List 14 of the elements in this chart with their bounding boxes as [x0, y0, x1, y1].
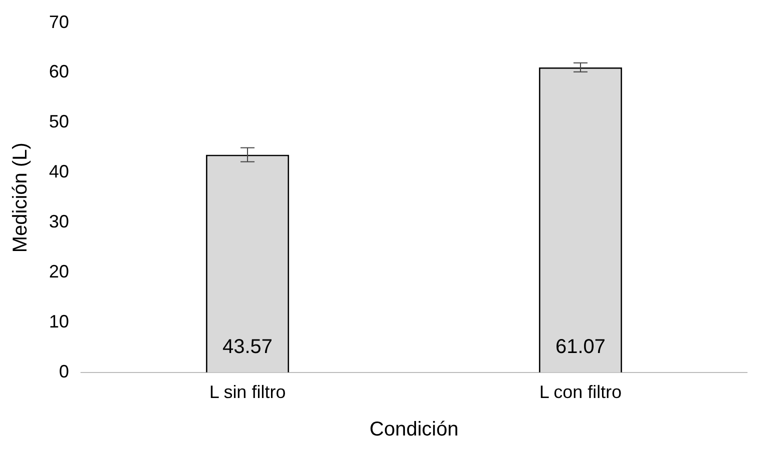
y-tick-label: 10	[48, 311, 70, 332]
x-tick-label: L sin filtro	[209, 382, 286, 402]
x-axis-title: Condición	[370, 418, 458, 441]
x-tick-label: L con filtro	[539, 382, 622, 402]
y-tick-label: 70	[48, 12, 70, 32]
y-tick-label: 20	[48, 261, 70, 282]
y-tick-label: 60	[48, 62, 70, 82]
y-tick-label: 30	[48, 212, 70, 232]
y-tick-label: 40	[48, 162, 70, 182]
data-label: 43.57	[222, 336, 273, 358]
y-axis-title: Medición (L)	[10, 142, 32, 253]
data-label: 61.07	[555, 336, 606, 358]
y-tick-label: 50	[48, 112, 70, 132]
y-tick-label: 0	[59, 361, 70, 382]
